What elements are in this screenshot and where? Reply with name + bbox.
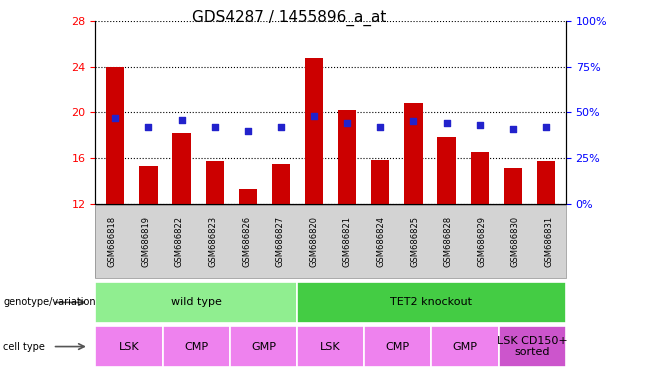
Text: GSM686823: GSM686823 [209, 216, 218, 268]
Text: GSM686831: GSM686831 [545, 216, 553, 268]
Bar [272, 164, 290, 204]
Text: GSM686829: GSM686829 [477, 217, 486, 267]
Point [209, 124, 220, 130]
Point [143, 124, 154, 130]
Text: cell type: cell type [3, 341, 45, 352]
Text: GSM686830: GSM686830 [511, 216, 520, 268]
Text: GMP: GMP [453, 341, 478, 352]
Text: GSM686828: GSM686828 [443, 216, 453, 268]
Point [507, 126, 518, 132]
Text: GSM686819: GSM686819 [141, 217, 150, 267]
Point [309, 113, 319, 119]
Text: genotype/variation: genotype/variation [3, 297, 96, 308]
Bar [205, 161, 224, 204]
Bar [504, 168, 522, 204]
Bar [338, 110, 357, 204]
Text: GSM686820: GSM686820 [309, 217, 318, 267]
Bar [470, 152, 489, 204]
Point [474, 122, 485, 128]
Text: GSM686818: GSM686818 [108, 216, 116, 268]
Bar [139, 166, 157, 204]
Text: CMP: CMP [386, 341, 410, 352]
Point [541, 124, 551, 130]
Text: GMP: GMP [251, 341, 276, 352]
Bar [305, 58, 323, 204]
Text: LSK: LSK [320, 341, 341, 352]
Text: GDS4287 / 1455896_a_at: GDS4287 / 1455896_a_at [192, 10, 387, 26]
Text: LSK CD150+
sorted: LSK CD150+ sorted [497, 336, 568, 358]
Text: GSM686825: GSM686825 [410, 217, 419, 267]
Bar [537, 161, 555, 204]
Text: GSM686822: GSM686822 [175, 217, 184, 267]
Text: GSM686826: GSM686826 [242, 216, 251, 268]
Point [442, 120, 452, 126]
Point [375, 124, 386, 130]
Bar [371, 160, 390, 204]
Bar [106, 67, 124, 204]
Text: wild type: wild type [171, 297, 222, 308]
Bar [438, 137, 456, 204]
Bar [239, 189, 257, 204]
Point [243, 127, 253, 134]
Bar [405, 103, 422, 204]
Text: TET2 knockout: TET2 knockout [390, 297, 472, 308]
Text: CMP: CMP [184, 341, 209, 352]
Point [342, 120, 353, 126]
Point [110, 115, 120, 121]
Text: GSM686824: GSM686824 [376, 217, 386, 267]
Point [408, 118, 418, 124]
Point [276, 124, 286, 130]
Point [176, 117, 187, 123]
Text: LSK: LSK [118, 341, 139, 352]
Text: GSM686827: GSM686827 [276, 216, 285, 268]
Bar [172, 133, 191, 204]
Text: GSM686821: GSM686821 [343, 217, 352, 267]
